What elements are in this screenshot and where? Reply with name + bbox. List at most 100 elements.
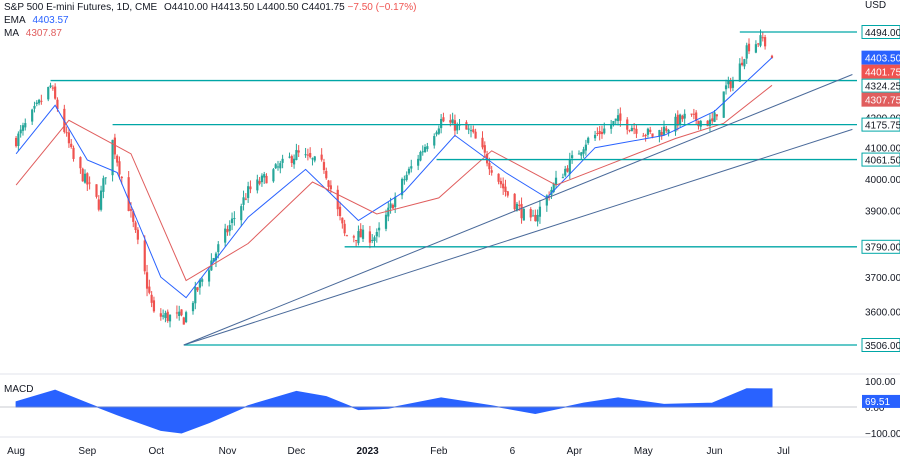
candle-body [40,100,43,102]
candle-body [357,231,360,244]
candle-body [325,170,328,179]
candle-body [587,137,590,143]
candle-body [79,157,82,169]
candle-body [329,185,332,190]
legend-ema: EMA 4403.57 [4,15,69,27]
price-label-text: 3506.00 [865,341,900,352]
macd-legend: MACD [4,384,33,396]
candle-body [224,228,227,243]
candle-body [518,204,521,206]
candle-body [513,193,516,210]
candle-body [226,229,229,233]
low-value: L4400.50 [256,2,299,13]
candle-body [244,198,247,200]
y-tick-label: 3700.00 [865,273,900,284]
candle-body [499,181,502,185]
macd-y-tick: 100.00 [865,377,896,388]
candle-body [616,115,620,122]
candle-body [582,149,585,154]
candle-body [322,162,326,171]
candle-body [120,176,123,179]
candle-body [37,99,41,104]
candle-body [145,272,149,289]
candle-body [561,177,565,179]
candle-body [442,117,445,122]
candle-body [692,113,695,115]
candle-body [180,309,183,316]
candle-body [19,129,22,134]
candle-body [754,44,758,53]
candle-body [469,130,473,132]
candle-body [520,203,523,219]
candle-body [168,314,172,322]
candle-body [614,118,617,121]
candle-body [127,177,130,212]
candle-body [97,199,100,210]
candle-body [152,300,156,312]
currency-label: USD [865,0,886,11]
candle-body [763,37,767,47]
candle-body [24,123,27,128]
candle-body [633,128,636,130]
candle-body [198,279,201,288]
ema-value: 4403.57 [32,15,69,26]
y-tick-label: 4100.00 [865,144,900,155]
price-label-box [861,117,900,132]
candle-body [529,209,532,218]
candle-body [596,133,599,135]
macd-value-box [862,394,900,408]
candle-body [649,129,652,132]
candle-body [453,120,457,131]
high-value: H4413.50 [210,2,255,13]
candle-body [150,294,153,303]
candle-body [481,137,484,148]
candle-body [423,146,427,153]
candle-body [387,207,390,217]
candle-body [49,85,52,87]
candle-body [515,203,519,211]
symbol-title: S&P 500 E-mini Futures, 1D, CME [4,2,158,13]
candle-body [651,133,654,137]
candles-group [14,29,774,328]
open-value: O4410.00 [163,2,208,13]
candle-body [400,178,404,196]
candle-body [102,178,105,192]
candle-body [72,147,75,159]
candle-body [368,231,372,243]
candle-body [309,152,312,158]
candle-body [713,112,716,122]
candle-body [375,231,378,237]
price-label-text: 4403.50 [865,53,900,64]
trendline [183,128,853,346]
candle-body [467,128,470,130]
macd-title: MACD [4,384,34,395]
candle-body [745,45,748,59]
candle-body [667,129,670,134]
candle-body [214,253,218,261]
candle-body [65,132,68,134]
candle-body [336,189,339,210]
price-label-text: 4324.25 [865,81,900,92]
candle-body [260,175,264,183]
candle-body [490,170,493,173]
candle-body [483,145,486,153]
candle-body [175,312,179,314]
candle-body [676,114,679,126]
price-label-text: 4401.75 [865,67,900,78]
candle-body [449,120,452,123]
candle-body [635,128,638,134]
y-tick-label: 3600.00 [865,308,900,319]
candle-body [437,128,440,134]
candle-body [272,169,275,182]
candle-body [212,257,215,262]
candle-body [566,168,569,172]
candle-body [47,86,50,100]
ma-label: MA [4,28,19,39]
candle-body [391,204,394,209]
candle-body [699,120,702,127]
candle-body [207,270,211,282]
candle-body [741,62,744,66]
price-label-box [861,64,900,79]
